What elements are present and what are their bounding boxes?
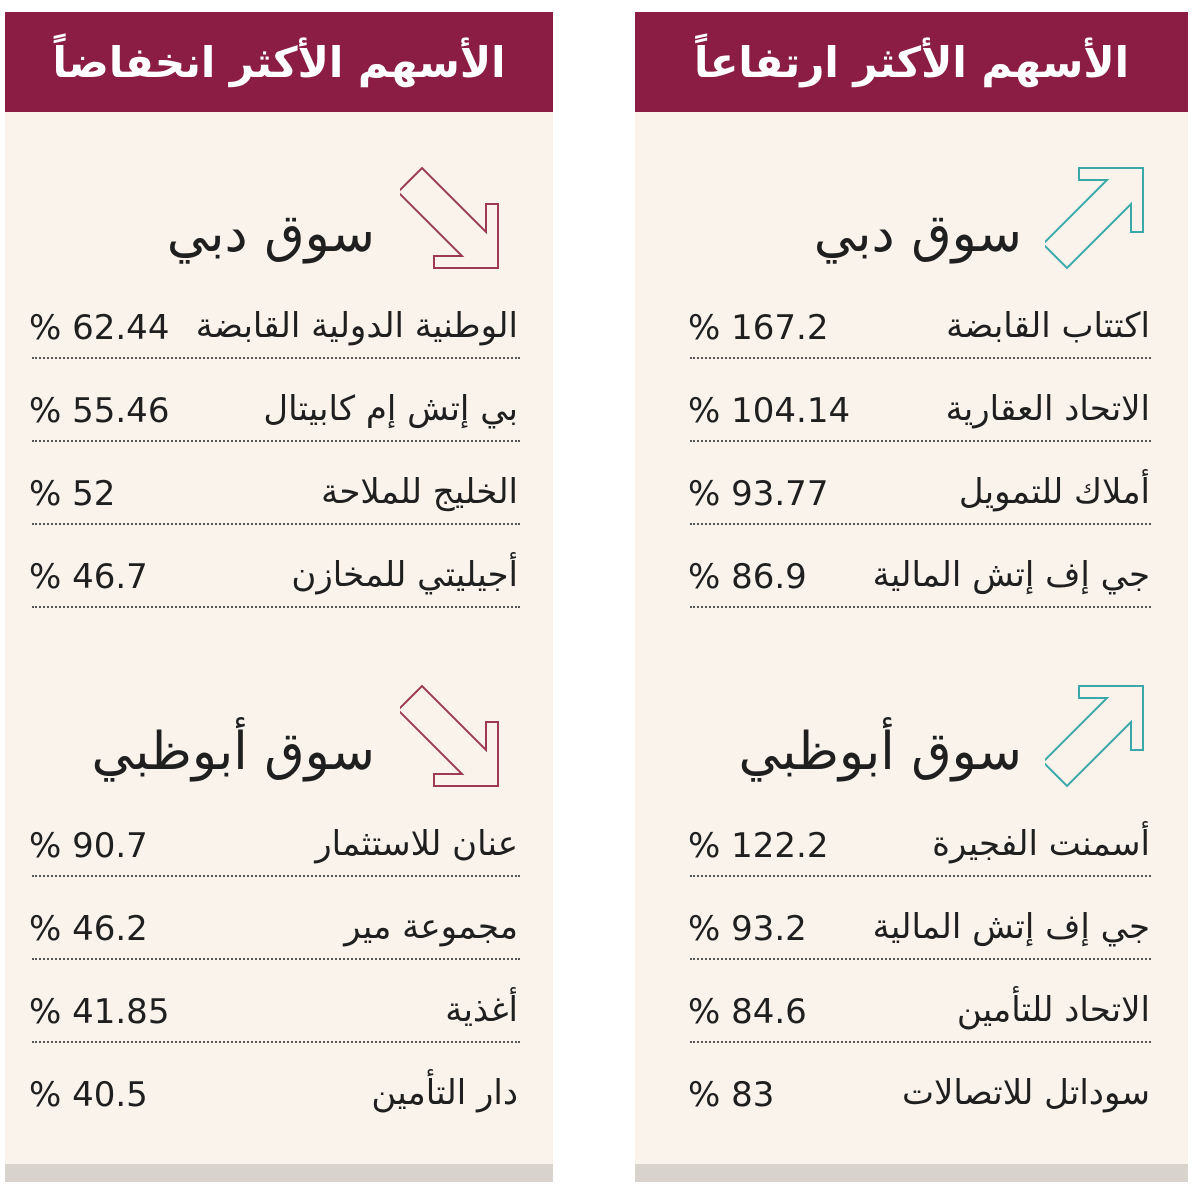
table-row: دار التأمين % 40.5 [5,1051,553,1134]
divider [32,357,520,359]
divider [690,1041,1151,1043]
stock-name: جي إف إتش المالية [872,907,1150,947]
gainers-header: الأسهم الأكثر ارتفاعاً [635,12,1188,112]
table-row: الاتحاد العقارية % 104.14 [635,367,1188,450]
stock-name: أغذية [445,990,518,1030]
stock-change: % 41.85 [29,992,170,1032]
stock-change: % 93.2 [688,909,807,949]
table-row: الاتحاد للتأمين % 84.6 [635,968,1188,1051]
table-row: عنان للاستثمار % 90.7 [5,802,553,885]
stock-change: % 62.44 [29,308,170,348]
panel-footer-bar [635,1164,1188,1182]
stock-change: % 55.46 [29,391,170,431]
divider [690,606,1151,608]
stock-name: دار التأمين [371,1073,518,1113]
gainers-dubai-section: سوق دبي اكتتاب القابضة % 167.2 الاتحاد ا… [635,164,1188,616]
divider [32,440,520,442]
stock-name: بي إتش إم كابيتال [263,389,518,429]
gainers-panel: الأسهم الأكثر ارتفاعاً سوق دبي اكتتاب ال… [635,12,1188,1182]
stock-change: % 86.9 [688,557,807,597]
stock-change: % 84.6 [688,992,807,1032]
table-row: بي إتش إم كابيتال % 55.46 [5,367,553,450]
stock-name: الاتحاد العقارية [945,389,1150,429]
stock-name: اكتتاب القابضة [946,306,1150,346]
divider [32,958,520,960]
arrow-down-right-icon [400,684,499,787]
stock-name: أملاك للتمويل [958,472,1150,512]
stock-name: الخليج للملاحة [321,472,518,512]
divider [32,875,520,877]
table-row: أغذية % 41.85 [5,968,553,1051]
panel-footer-bar [5,1164,553,1182]
stock-change: % 93.77 [688,474,829,514]
table-row: اكتتاب القابضة % 167.2 [635,284,1188,367]
arrow-down-right-icon [400,166,499,269]
losers-header: الأسهم الأكثر انخفاضاً [5,12,553,112]
arrow-up-right-icon [1045,167,1144,270]
divider [690,875,1151,877]
stock-change: % 104.14 [688,391,851,431]
section-head: سوق دبي [5,164,553,284]
divider [690,440,1151,442]
market-name: سوق أبوظبي [738,722,1022,782]
stock-change: % 46.7 [29,557,148,597]
table-row: أجيليتي للمخازن % 46.7 [5,533,553,616]
divider [690,357,1151,359]
market-name: سوق أبوظبي [91,722,375,782]
table-row: أملاك للتمويل % 93.77 [635,450,1188,533]
stock-change: % 122.2 [688,826,829,866]
losers-panel: الأسهم الأكثر انخفاضاً سوق دبي الوطنية ا… [5,12,553,1182]
gainers-abudhabi-section: سوق أبوظبي أسمنت الفجيرة % 122.2 جي إف إ… [635,682,1188,1134]
divider [690,958,1151,960]
stock-change: % 52 [29,474,116,514]
table-row: الوطنية الدولية القابضة % 62.44 [5,284,553,367]
divider [32,606,520,608]
divider [32,1041,520,1043]
stock-change: % 40.5 [29,1075,148,1115]
table-row: أسمنت الفجيرة % 122.2 [635,802,1188,885]
stock-name: الاتحاد للتأمين [956,990,1150,1030]
table-row: سوداتل للاتصالات % 83 [635,1051,1188,1134]
stock-name: أجيليتي للمخازن [291,555,518,595]
stock-change: % 90.7 [29,826,148,866]
stock-change: % 46.2 [29,909,148,949]
stock-name: أسمنت الفجيرة [932,824,1150,864]
section-head: سوق دبي [635,164,1188,284]
market-name: سوق دبي [166,204,375,264]
stock-name: مجموعة مير [344,907,518,947]
losers-abudhabi-section: سوق أبوظبي عنان للاستثمار % 90.7 مجموعة … [5,682,553,1134]
divider [32,523,520,525]
table-row: جي إف إتش المالية % 93.2 [635,885,1188,968]
stock-change: % 167.2 [688,308,829,348]
table-row: الخليج للملاحة % 52 [5,450,553,533]
section-head: سوق أبوظبي [635,682,1188,802]
stock-name: عنان للاستثمار [315,824,518,864]
arrow-up-right-icon [1045,685,1144,788]
divider [690,523,1151,525]
section-head: سوق أبوظبي [5,682,553,802]
stock-name: الوطنية الدولية القابضة [195,306,518,346]
stock-name: جي إف إتش المالية [872,555,1150,595]
stock-change: % 83 [688,1075,775,1115]
table-row: مجموعة مير % 46.2 [5,885,553,968]
table-row: جي إف إتش المالية % 86.9 [635,533,1188,616]
losers-dubai-section: سوق دبي الوطنية الدولية القابضة % 62.44 … [5,164,553,616]
market-name: سوق دبي [813,204,1022,264]
stock-name: سوداتل للاتصالات [901,1073,1150,1113]
